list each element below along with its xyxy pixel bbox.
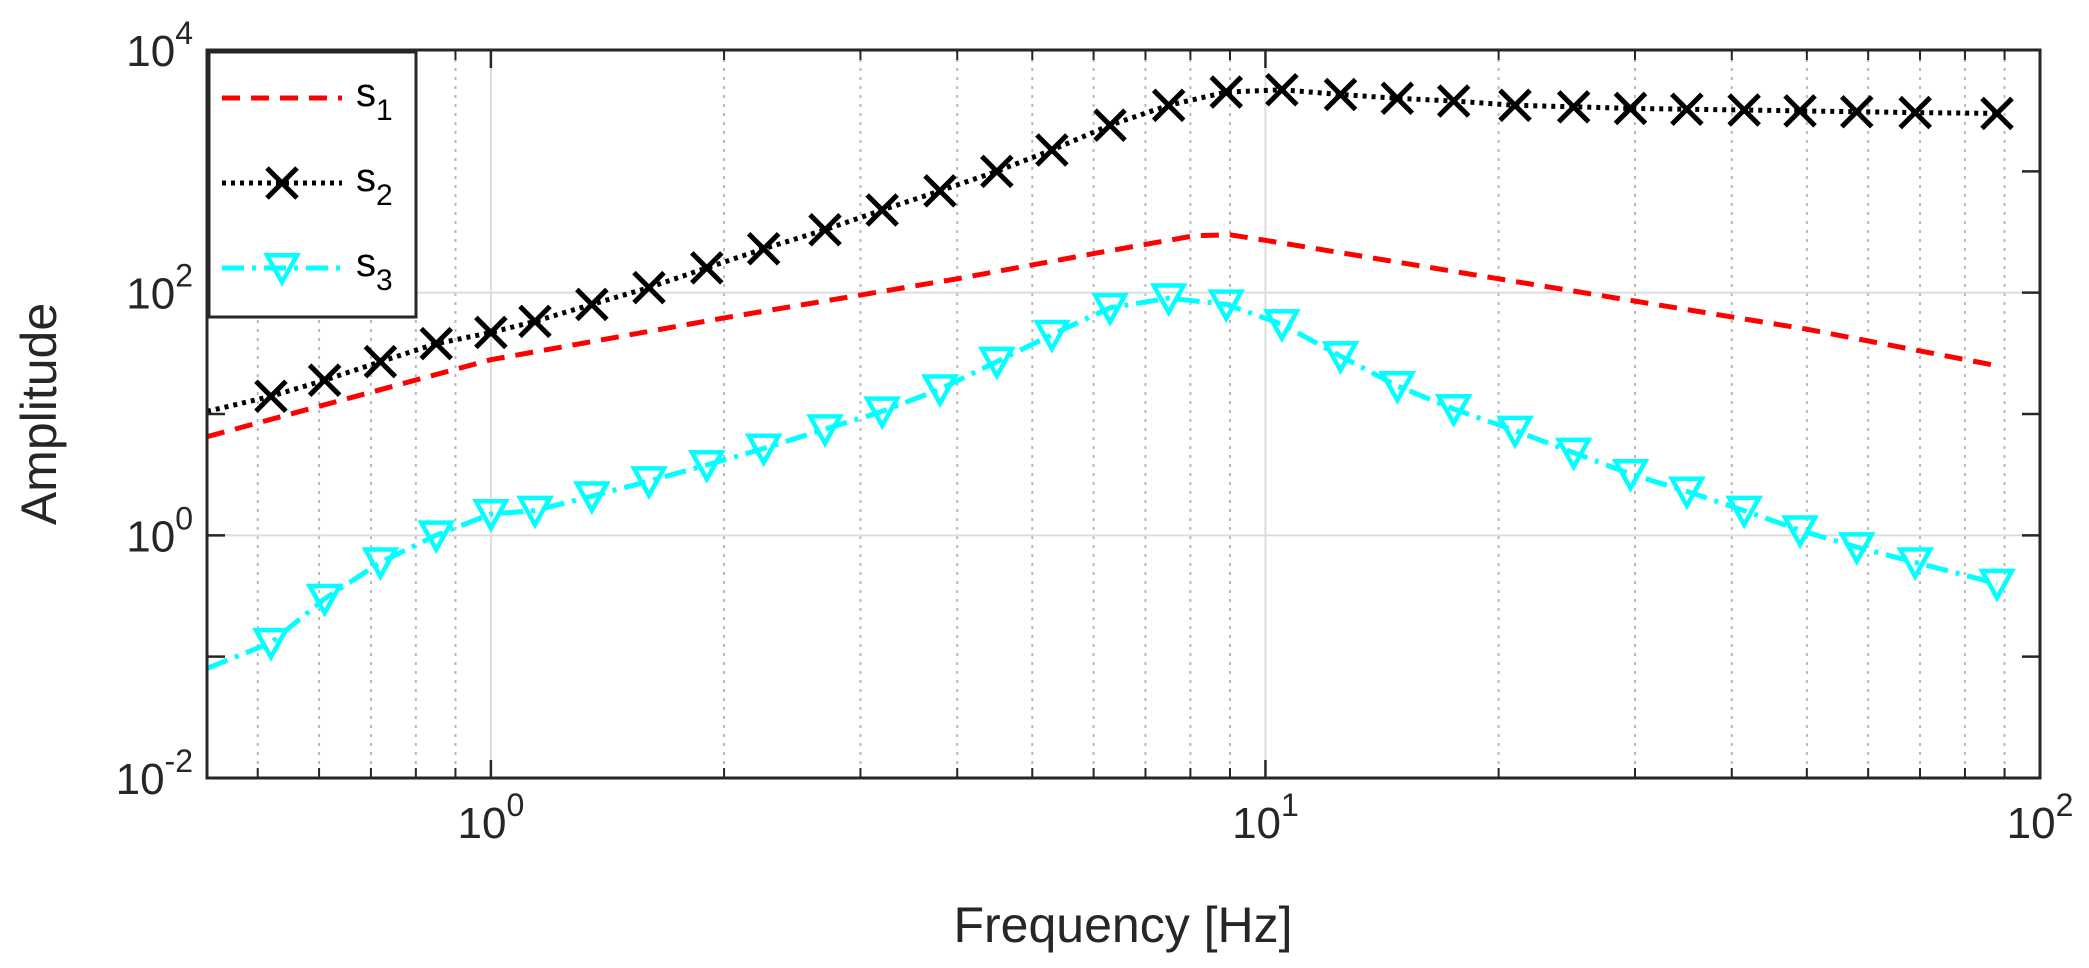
series-point: [254, 379, 288, 414]
tick-marks: [207, 48, 2040, 780]
series-s3: [206, 283, 2016, 671]
y-tick-label: 100: [126, 500, 193, 561]
x-tick-label: 102: [2007, 787, 2074, 848]
series-point: [1670, 92, 1704, 126]
y-tick-label: 104: [126, 15, 193, 76]
series-point: [980, 154, 1014, 189]
y-tick-label: 102: [126, 258, 193, 319]
series-point: [1725, 495, 1763, 530]
series-point: [1035, 133, 1069, 167]
legend-label: s2: [356, 156, 393, 212]
x-tick-labels: 100 101 102: [458, 787, 2074, 848]
series-point: [1321, 341, 1360, 375]
series-point: [978, 346, 1016, 381]
series-point: [1556, 90, 1591, 124]
series-point: [690, 251, 724, 285]
legend-entry-s1: s1: [222, 71, 393, 127]
series-point: [263, 253, 301, 287]
series-point: [1207, 289, 1246, 324]
y-axis-label: Amplitude: [11, 303, 67, 525]
series-point: [863, 396, 901, 431]
series-point: [1668, 476, 1706, 511]
x-axis-label: Frequency [Hz]: [953, 897, 1292, 953]
series-point: [1263, 309, 1301, 344]
series-point: [1896, 547, 1935, 582]
series-point: [1323, 77, 1358, 112]
series-point: [630, 466, 668, 500]
series-point: [305, 583, 344, 618]
y-tick-labels: 10-2 100 102 104: [116, 15, 193, 804]
legend-label: s3: [356, 241, 393, 297]
series-point: [472, 498, 510, 533]
series-point: [1781, 515, 1819, 550]
series-point: [1980, 96, 2014, 131]
series-point: [808, 212, 842, 247]
series-point: [363, 344, 398, 379]
legend-entry-s2: s2: [222, 156, 393, 212]
series-line: [206, 232, 1998, 440]
series-point: [1727, 93, 1761, 127]
series-point: [417, 520, 456, 555]
series-point: [1611, 459, 1650, 493]
series-layer: [206, 73, 2016, 671]
series-point: [474, 315, 508, 350]
series-point: [1498, 88, 1532, 123]
series-line: [206, 87, 1998, 414]
legend-entry-s3: s3: [222, 241, 393, 297]
series-point: [1783, 94, 1817, 128]
series-point: [1093, 108, 1127, 142]
series-point: [1265, 73, 1299, 107]
series-point: [307, 363, 342, 397]
series-point: [687, 449, 726, 484]
series-point: [573, 481, 611, 516]
series-point: [1837, 532, 1876, 566]
series-point: [1554, 437, 1593, 472]
series-point: [252, 627, 290, 662]
series-point: [1434, 393, 1473, 428]
series-point: [1613, 91, 1648, 126]
series-s1: [206, 232, 1998, 440]
x-tick-label: 100: [458, 787, 525, 848]
series-point: [1839, 94, 1874, 129]
legend: s1 s2 s3: [207, 50, 418, 319]
x-tick-label: 101: [1232, 787, 1299, 848]
series-point: [1209, 75, 1244, 109]
series-point: [1091, 292, 1129, 327]
series-point: [632, 270, 666, 305]
series-point: [744, 433, 783, 468]
series-point: [1380, 81, 1415, 116]
series-point: [516, 495, 554, 530]
series-point: [865, 193, 899, 227]
series-point: [1151, 88, 1186, 123]
series-point: [1898, 95, 1932, 130]
series-point: [921, 374, 959, 409]
series-point: [265, 166, 299, 200]
series-point: [575, 287, 609, 322]
legend-label: s1: [356, 71, 393, 127]
series-point: [1033, 319, 1071, 354]
series-point: [923, 174, 957, 208]
series-point: [361, 547, 400, 582]
series-point: [518, 304, 552, 339]
series-point: [1149, 283, 1188, 318]
series-point: [419, 326, 453, 361]
series-point: [1978, 568, 2016, 603]
y-tick-label: 10-2: [116, 743, 193, 804]
plot-area: [207, 50, 2040, 778]
series-point: [1378, 371, 1417, 405]
series-point: [806, 414, 844, 449]
series-point: [1496, 415, 1534, 450]
series-point: [1436, 84, 1471, 118]
series-s2: [206, 73, 2014, 414]
series-point: [746, 232, 781, 266]
